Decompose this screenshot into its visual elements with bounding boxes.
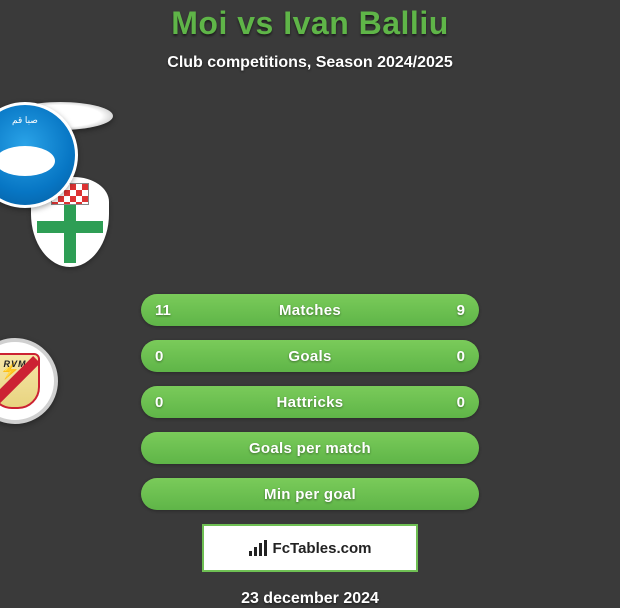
stat-left-value: 0 <box>155 348 163 365</box>
stat-label: Goals per match <box>249 440 371 457</box>
date-text: 23 december 2024 <box>0 590 620 608</box>
stat-rows: 11 Matches 9 0 Goals 0 0 Hattricks 0 Goa… <box>141 294 479 510</box>
bar-chart-icon <box>249 540 267 556</box>
stat-label: Hattricks <box>277 394 344 411</box>
stat-right-value: 0 <box>457 394 465 411</box>
branding-box[interactable]: FcTables.com <box>202 524 418 572</box>
stat-left-value: 0 <box>155 394 163 411</box>
comparison-area: صبا قم ⚡ RVM 11 Matches 9 0 Goals 0 0 <box>0 102 620 608</box>
stat-right-value: 0 <box>457 348 465 365</box>
stat-row-hattricks: 0 Hattricks 0 <box>141 386 479 418</box>
stat-label: Min per goal <box>264 486 356 503</box>
stat-row-goals: 0 Goals 0 <box>141 340 479 372</box>
stat-left-value: 11 <box>155 302 171 319</box>
logo-text: صبا قم <box>12 115 38 126</box>
stat-row-min-per-goal: Min per goal <box>141 478 479 510</box>
comparison-card: Moi vs Ivan Balliu Club competitions, Se… <box>0 0 620 608</box>
shield-icon: ⚡ RVM <box>0 353 40 409</box>
stat-right-value: 9 <box>457 302 465 319</box>
branding-text: FcTables.com <box>273 540 372 557</box>
rayo-vallecano-logo: ⚡ RVM <box>0 338 58 424</box>
page-subtitle: Club competitions, Season 2024/2025 <box>0 54 620 72</box>
page-title: Moi vs Ivan Balliu <box>0 5 620 42</box>
stat-row-goals-per-match: Goals per match <box>141 432 479 464</box>
stat-label: Matches <box>279 302 341 319</box>
stat-row-matches: 11 Matches 9 <box>141 294 479 326</box>
stat-label: Goals <box>288 348 331 365</box>
